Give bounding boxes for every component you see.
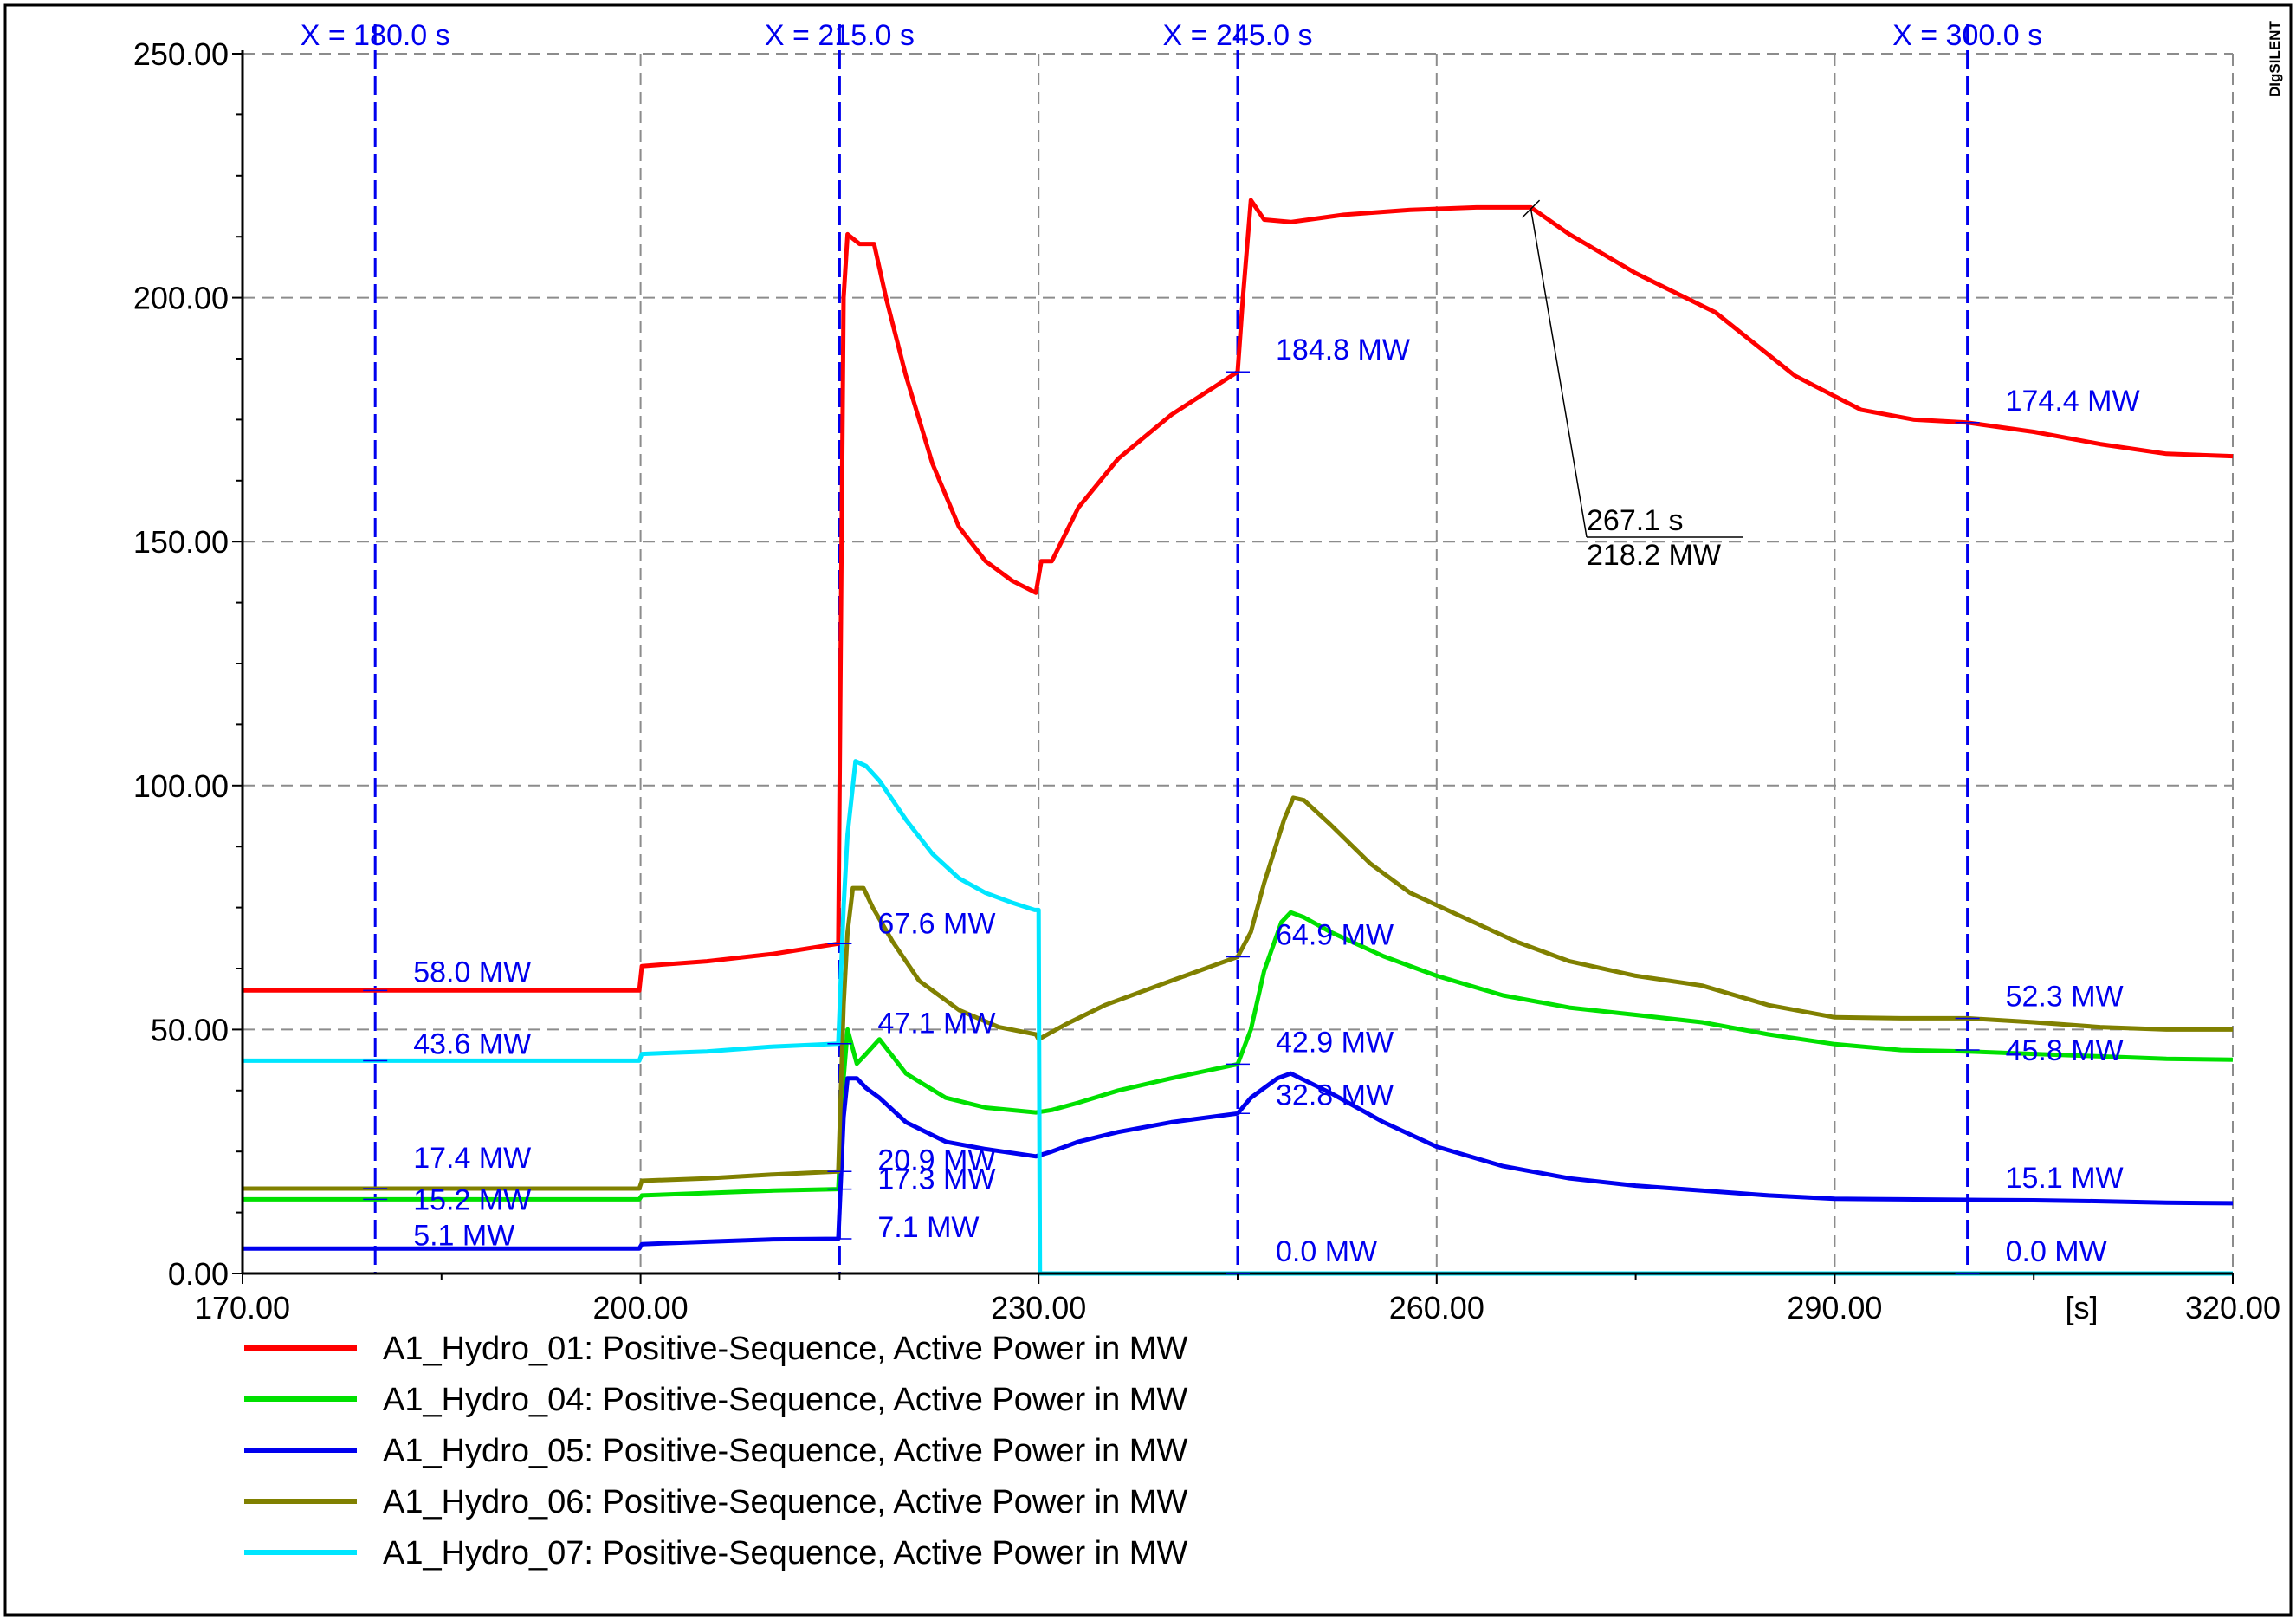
data-label: 20.9 MW (877, 1144, 995, 1176)
data-label: 17.3 MW (877, 1163, 995, 1196)
data-label: 174.4 MW (2006, 385, 2140, 418)
cursor-label: X = 180.0 s (301, 19, 450, 52)
cursor-label: X = 300.0 s (1892, 19, 2042, 52)
series-line (243, 1071, 2234, 1251)
data-label: 0.0 MW (2006, 1235, 2107, 1268)
y-tick-label: 0.00 (168, 1256, 229, 1292)
data-label: 64.9 MW (1276, 918, 1394, 951)
series-line (243, 759, 2233, 1276)
x-tick-label: 200.00 (593, 1290, 689, 1325)
annotation-value: 218.2 MW (1587, 539, 1721, 572)
data-label: 17.4 MW (413, 1142, 531, 1175)
annotation-leader (1530, 208, 1588, 538)
y-tick-label: 100.00 (133, 768, 229, 804)
x-tick-label: 260.00 (1389, 1290, 1484, 1325)
legend-entry: A1_Hydro_07: Positive-Sequence, Active P… (383, 1535, 1187, 1571)
brand-logo-text: DIgSILENT (2267, 21, 2283, 97)
y-tick-label: 200.00 (133, 281, 229, 316)
series-line (243, 198, 2234, 993)
cursor-layer: X = 180.0 s X = 215.0 s X = 245.0 s X = 300… (301, 19, 2042, 1273)
data-label: 32.8 MW (1276, 1079, 1394, 1111)
legend-entry: A1_Hydro_05: Positive-Sequence, Active P… (383, 1433, 1187, 1469)
data-label: 15.1 MW (2006, 1162, 2124, 1195)
annotation-marker (1522, 199, 1541, 218)
y-tick-label: 50.00 (151, 1012, 229, 1047)
x-tick-label: 170.00 (195, 1290, 290, 1325)
label-layer: 58.0 MW 17.4 MW 15.2 MW5.1 MW 43.6 MW 67.6 M… (363, 199, 2140, 1274)
data-label: 0.0 MW (1276, 1235, 1377, 1268)
x-tick-label: 230.00 (991, 1290, 1086, 1325)
data-label: 7.1 MW (877, 1211, 979, 1244)
x-tick-label: 320.00 (2185, 1290, 2280, 1325)
data-label: 45.8 MW (2006, 1034, 2124, 1067)
legend-entry: A1_Hydro_06: Positive-Sequence, Active P… (383, 1484, 1187, 1520)
chart-frame (3, 3, 2293, 1617)
data-label: 43.6 MW (413, 1027, 531, 1060)
legend-entry: A1_Hydro_01: Positive-Sequence, Active P… (383, 1331, 1187, 1367)
data-label: 58.0 MW (413, 956, 531, 988)
data-label: 15.2 MW (413, 1183, 531, 1216)
x-unit-label: [s] (2066, 1290, 2099, 1325)
data-label: 42.9 MW (1276, 1026, 1394, 1059)
cursor-label: X = 245.0 s (1163, 19, 1313, 52)
data-label: 67.6 MW (877, 907, 995, 940)
data-label: 52.3 MW (2006, 980, 2124, 1013)
x-tick-label: 290.00 (1787, 1290, 1882, 1325)
legend-layer: A1_Hydro_01: Positive-Sequence, Active P… (244, 1331, 1187, 1571)
annotation-time: 267.1 s (1587, 504, 1684, 537)
data-label: 47.1 MW (877, 1008, 995, 1040)
legend-entry: A1_Hydro_04: Positive-Sequence, Active P… (383, 1382, 1187, 1418)
data-label: 184.8 MW (1276, 334, 1410, 366)
y-tick-label: 250.00 (133, 36, 229, 72)
cursor-label: X = 215.0 s (765, 19, 915, 52)
data-label: 5.1 MW (413, 1219, 514, 1252)
y-tick-label: 150.00 (133, 524, 229, 560)
series-line (243, 910, 2234, 1202)
series-layer (243, 198, 2234, 1276)
